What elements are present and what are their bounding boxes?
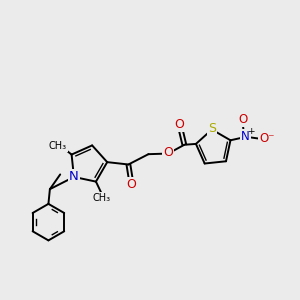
Text: CH₃: CH₃ — [49, 141, 67, 151]
Text: N: N — [69, 170, 79, 183]
Text: O: O — [238, 113, 247, 126]
Text: +: + — [247, 127, 254, 136]
Text: O⁻: O⁻ — [259, 132, 275, 145]
Text: N: N — [241, 130, 250, 143]
Text: O: O — [175, 118, 184, 131]
Text: CH₃: CH₃ — [93, 193, 111, 203]
Text: S: S — [208, 122, 217, 136]
Text: O: O — [163, 146, 173, 159]
Text: O: O — [126, 178, 136, 191]
